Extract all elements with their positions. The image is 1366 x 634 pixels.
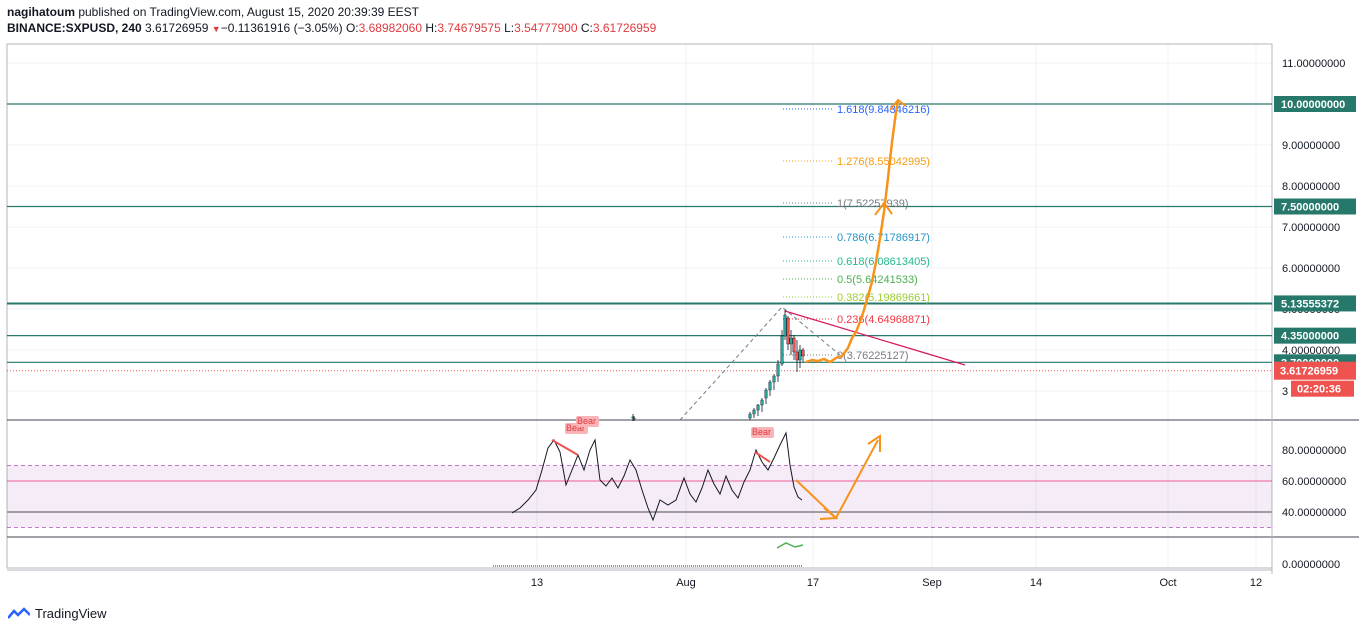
fib-level-label-1: 1.276(8.55042995): [837, 156, 930, 168]
level-label-text-3: 4.35000000: [1281, 331, 1339, 343]
level-label-text-0: 10.00000000: [1281, 99, 1345, 111]
price-axis-tick-4: 7.00000000: [1282, 222, 1340, 234]
chart-canvas[interactable]: BearBearBear1.618(9.84346216)1.276(8.550…: [0, 0, 1366, 600]
divergence-line-1: [551, 439, 579, 456]
bottom-axis-tick-0: 0.00000000: [1282, 559, 1340, 571]
price-axis-tick-8: 3: [1282, 386, 1288, 398]
countdown-box: [1291, 380, 1354, 397]
open-label: O:: [345, 21, 359, 35]
price-axis-tick-0: 11.00000000: [1282, 58, 1345, 70]
down-arrow-icon: ▼: [211, 24, 221, 34]
low-value: 3.54777900: [514, 21, 578, 35]
level-label-text-2: 5.13555372: [1281, 298, 1339, 310]
candle-body-14: [792, 337, 796, 353]
oscillator-line: [511, 431, 803, 522]
candle-body-7: [768, 381, 772, 391]
candle-body-4: [756, 404, 760, 411]
candle-body-5: [760, 399, 764, 406]
fib-level-label-5: 0.5(5.64241533): [837, 274, 918, 286]
time-axis-tick-3: Sep: [922, 577, 942, 589]
fib-level-label-0: 1.618(9.84346216): [837, 104, 930, 116]
level-label-bg-3: [1274, 327, 1356, 344]
time-axis-tick-5: Oct: [1159, 577, 1176, 589]
price-axis-tick-7: 4.00000000: [1282, 345, 1340, 357]
high-value: 3.74679575: [437, 21, 501, 35]
price-axis-tick-2: 9.00000000: [1282, 140, 1340, 152]
time-axis-tick-1: Aug: [676, 577, 696, 589]
fib-level-label-8: 0(3.76225127): [837, 350, 909, 362]
countdown-label: 02:20:36: [1297, 384, 1341, 396]
candle-body-2: [748, 413, 752, 419]
time-axis-tick-2: 17: [807, 577, 819, 589]
current-price-box: [1274, 361, 1356, 380]
bear-label-1: Bear: [577, 416, 596, 426]
oscillator-arrow-head-1: [819, 507, 839, 520]
candle-body-3: [752, 409, 756, 415]
footer-brand[interactable]: TradingView: [35, 606, 107, 621]
candle-body-17: [801, 349, 805, 357]
candle-body-6: [764, 389, 768, 399]
close-label: C:: [580, 21, 593, 35]
oscillator-axis-tick-1: 60.00000000: [1282, 476, 1346, 488]
fib-connector: [679, 306, 841, 421]
symbol-legend: BINANCE:SXPUSD, 240 3.61726959 ▼−0.11361…: [7, 21, 656, 35]
level-label-bg-2: [1274, 295, 1356, 312]
fib-level-label-7: 0.236(4.64968871): [837, 314, 930, 326]
fib-level-label-3: 0.786(6.71786917): [837, 232, 930, 244]
publish-info: nagihatoum published on TradingView.com,…: [7, 5, 419, 19]
candle-body-10: [780, 335, 784, 365]
open-value: 3.68982060: [358, 21, 423, 35]
price-projection-arrow-head: [889, 98, 907, 111]
divergence-line-2: [754, 451, 771, 463]
bear-label-bg-2: [751, 427, 774, 438]
level-label-bg-1: [1274, 198, 1356, 215]
symbol-name[interactable]: BINANCE:SXPUSD, 240: [7, 21, 142, 35]
resistance-trendline: [784, 310, 966, 366]
bear-label-0: Bear: [566, 423, 585, 433]
publisher-name[interactable]: nagihatoum: [7, 5, 75, 19]
bear-label-bg-1: [576, 416, 599, 427]
publish-text: published on TradingView.com, August 15,…: [75, 5, 420, 19]
candle-body-12: [786, 317, 790, 345]
candle-body-15: [795, 351, 799, 361]
bottom-indicator-line: [776, 542, 804, 549]
fib-level-label-2: 1(7.52257939): [837, 198, 909, 210]
last-price: 3.61726959: [145, 21, 209, 35]
candle-body-13: [789, 337, 793, 345]
oscillator-axis-tick-2: 40.00000000: [1282, 507, 1346, 519]
current-price-label: 3.61726959: [1280, 366, 1338, 378]
time-axis-tick-4: 14: [1030, 577, 1042, 589]
level-label-text-1: 7.50000000: [1281, 202, 1339, 214]
price-projection-path: [805, 100, 900, 364]
oscillator-band: [7, 465, 1272, 528]
time-axis-tick-6: 12: [1250, 577, 1262, 589]
footer: TradingView: [8, 606, 107, 621]
candle-body-9: [776, 363, 780, 377]
candle-body-8: [772, 375, 776, 383]
price-axis-tick-3: 8.00000000: [1282, 181, 1340, 193]
tradingview-logo-icon: [8, 606, 30, 619]
fib-level-label-4: 0.618(6.08613405): [837, 256, 930, 268]
price-change: −0.11361916 (−3.05%): [220, 21, 343, 35]
oscillator-arrow-head-2: [867, 434, 881, 452]
time-axis-tick-0: 13: [531, 577, 543, 589]
fib-level-label-6: 0.382(5.19869661): [837, 292, 930, 304]
close-value: 3.61726959: [592, 21, 657, 35]
low-label: L:: [504, 21, 515, 35]
level-label-bg-0: [1274, 96, 1356, 112]
price-axis-tick-5: 6.00000000: [1282, 263, 1340, 275]
candle-body-1: [632, 417, 636, 420]
high-label: H:: [425, 21, 438, 35]
candle-body-16: [798, 349, 802, 361]
price-projection-mid-arrow: [874, 201, 893, 216]
oscillator-axis-tick-0: 80.00000000: [1282, 445, 1346, 457]
candle-body-11: [783, 314, 787, 337]
bear-label-2: Bear: [752, 427, 771, 437]
